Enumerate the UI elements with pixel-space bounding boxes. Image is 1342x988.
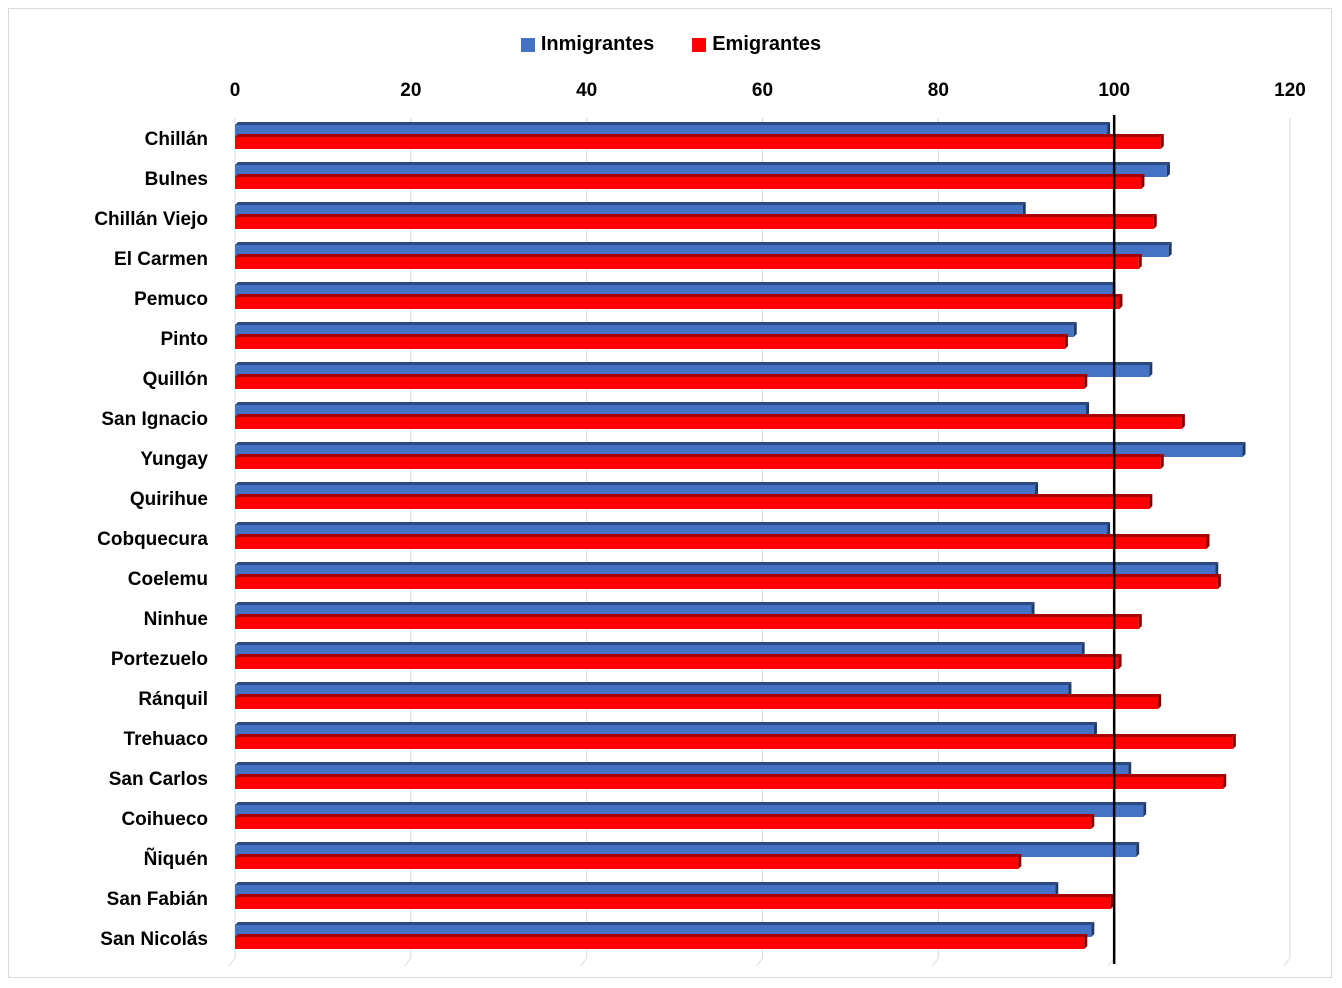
legend-label-emigrantes: Emigrantes: [712, 33, 822, 55]
legend-label-inmigrantes: Inmigrantes: [540, 33, 655, 55]
legend-item-inmigrantes: Inmigrantes: [520, 33, 655, 56]
legend: Inmigrantes Emigrantes: [0, 33, 1342, 56]
legend-swatch-inmigrantes: [520, 37, 535, 52]
legend-swatch-emigrantes: [692, 37, 707, 52]
legend-item-emigrantes: Emigrantes: [692, 33, 821, 56]
chart-frame: [8, 8, 1332, 978]
